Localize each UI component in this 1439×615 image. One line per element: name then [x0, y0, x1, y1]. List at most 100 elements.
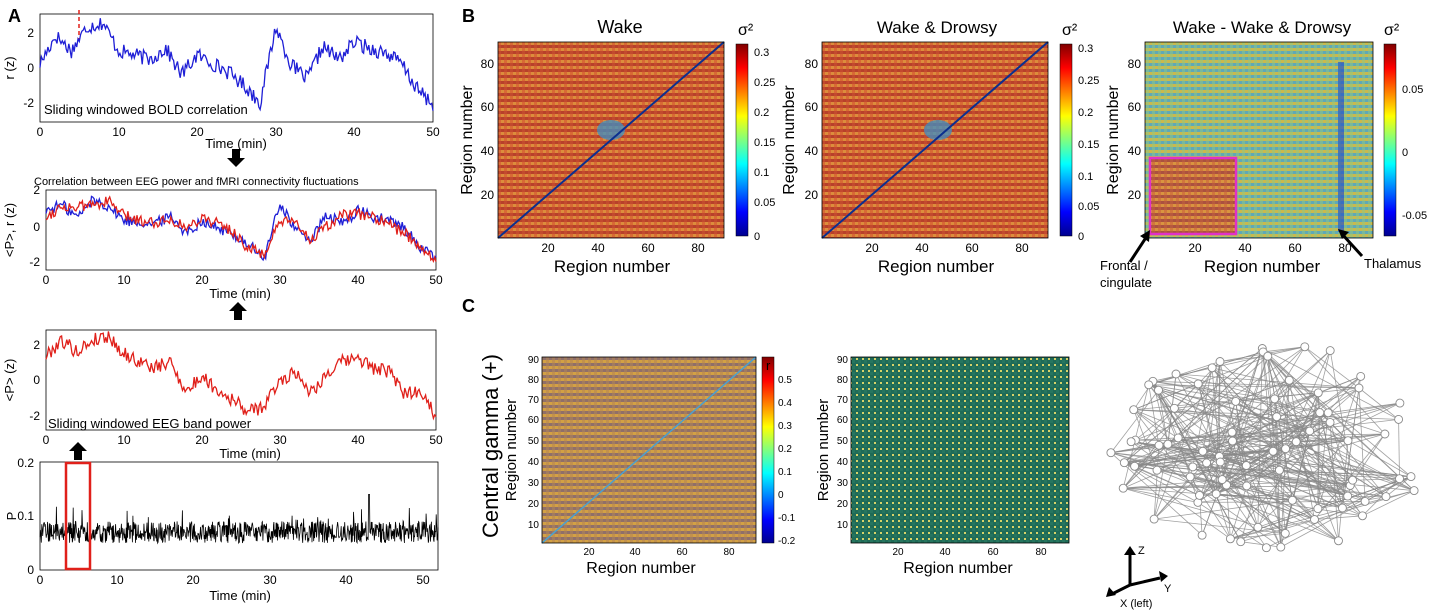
network-edge — [1362, 490, 1415, 517]
tick-label: 60 — [1128, 100, 1142, 114]
annotation-thalamus: Thalamus — [1364, 256, 1422, 271]
tick-label: 0.4 — [778, 398, 792, 409]
network-edge — [1222, 479, 1343, 509]
network-edge — [1175, 373, 1275, 400]
y-arrowhead — [1159, 571, 1168, 582]
network-edge — [1232, 440, 1315, 520]
tick-label: 60 — [676, 547, 688, 558]
y-axis-label: r (z) — [2, 56, 17, 79]
x-axis-label: Region number — [1204, 257, 1321, 276]
tick-label: 0.15 — [754, 137, 775, 149]
heatmap-cool-blob — [597, 120, 625, 140]
panel-a-plot-2: <P>, r (z) 2 0 -2 0 10 20 30 40 50 Time … — [2, 183, 443, 301]
panel-label-b: B — [462, 6, 475, 26]
network-node — [1337, 503, 1347, 513]
tick-label: 30 — [528, 478, 540, 489]
network-edge — [1167, 443, 1315, 520]
network-edge — [1317, 412, 1329, 509]
network-edge — [1152, 380, 1360, 389]
plot-frame — [1144, 41, 1374, 239]
network-edge — [1153, 444, 1169, 520]
network-node — [1356, 371, 1366, 381]
tick-label: 0.2 — [754, 107, 769, 119]
tick-label: 80 — [528, 375, 540, 386]
network-node — [1274, 465, 1284, 475]
network-node — [1395, 474, 1404, 484]
tick-label: 20 — [186, 573, 200, 587]
colorbar — [761, 356, 775, 544]
network-edge — [1148, 384, 1360, 389]
network-edge — [1174, 407, 1233, 433]
tick-label: 80 — [1128, 57, 1142, 71]
tick-label: 30 — [273, 273, 287, 287]
panel-b-matrix-wake: Wake Region number 80 60 40 20 20 40 60 … — [459, 17, 775, 276]
tick-label: 40 — [915, 241, 929, 255]
network-edge — [1280, 476, 1412, 548]
network-edge — [1156, 469, 1339, 542]
network-edge — [1211, 367, 1274, 452]
network-edge — [1148, 384, 1349, 442]
tick-label: 40 — [939, 547, 951, 558]
y-axis-label: Region number — [781, 85, 798, 195]
network-node — [1323, 408, 1333, 418]
network-node — [1188, 462, 1198, 472]
tick-label: 20 — [1128, 188, 1142, 202]
network-edge — [1292, 485, 1351, 501]
panel-b-matrix-wake-drowsy: Wake & Drowsy Region number 80 60 40 20 … — [781, 18, 1099, 276]
network-edge — [1110, 452, 1351, 486]
tick-label: 0 — [37, 125, 44, 139]
network-node — [1202, 458, 1212, 468]
tick-label: 20 — [805, 188, 819, 202]
network-edge — [1262, 348, 1415, 491]
network-edge — [1314, 515, 1363, 520]
frontal-cingulate-box — [1148, 156, 1238, 236]
network-edge — [1358, 387, 1399, 420]
network-node — [1310, 515, 1319, 524]
network-edge — [1206, 462, 1348, 497]
tick-label: 0 — [778, 490, 784, 501]
network-node — [1313, 388, 1323, 398]
network-edge — [1296, 433, 1385, 443]
network-edge — [1219, 401, 1237, 457]
network-node — [1231, 396, 1241, 406]
tick-label: 20 — [1188, 241, 1202, 255]
colorbar-label: r — [766, 358, 771, 373]
network-node — [1126, 437, 1136, 447]
network-edge — [1134, 465, 1387, 497]
network-edge — [1279, 469, 1412, 477]
network-edge — [1246, 387, 1360, 487]
tick-label: 0.2 — [778, 444, 792, 455]
network-edge — [1385, 476, 1412, 497]
network-edge — [1226, 485, 1231, 539]
network-edge — [1219, 355, 1268, 362]
tick-label: 0 — [33, 220, 40, 234]
tick-label: 40 — [481, 144, 495, 158]
network-edge — [1152, 380, 1275, 400]
tick-label: 0 — [37, 573, 44, 587]
panel-a-plot-3: <P> (z) 2 0 -2 0 10 20 30 40 50 Time (mi… — [2, 329, 443, 461]
network-edge — [1296, 440, 1349, 443]
network-node — [1287, 495, 1297, 505]
network-node — [1343, 436, 1353, 446]
y-axis-label: Region number — [1105, 85, 1122, 195]
frontal-arrowhead — [1140, 230, 1150, 242]
up-arrow — [69, 442, 87, 460]
network-node — [1129, 405, 1139, 415]
plot-frame — [45, 329, 437, 431]
network-node — [1118, 483, 1128, 493]
network-edge — [1219, 361, 1351, 486]
panel-c-side-label: Central gamma (+) — [478, 354, 503, 538]
network-edge — [1226, 356, 1269, 486]
panel-c-correlation-matrix: Region number 90 80 70 60 50 40 30 20 10… — [503, 355, 796, 577]
tick-label: 0 — [1402, 147, 1408, 159]
network-edge — [1230, 519, 1315, 540]
panel-a-plot-4: P 0.2 0.1 0 0 10 20 30 40 50 Time (min) — [4, 456, 439, 603]
network-edge — [1189, 476, 1231, 540]
annotation-cingulate: cingulate — [1100, 275, 1152, 290]
network-edge — [1134, 376, 1361, 467]
tick-label: 60 — [837, 415, 849, 426]
tick-label: 90 — [528, 355, 540, 366]
tick-label: 0.3 — [754, 47, 769, 59]
matrix-title: Wake - Wake & Drowsy — [1173, 18, 1352, 37]
tick-label: 50 — [837, 436, 849, 447]
